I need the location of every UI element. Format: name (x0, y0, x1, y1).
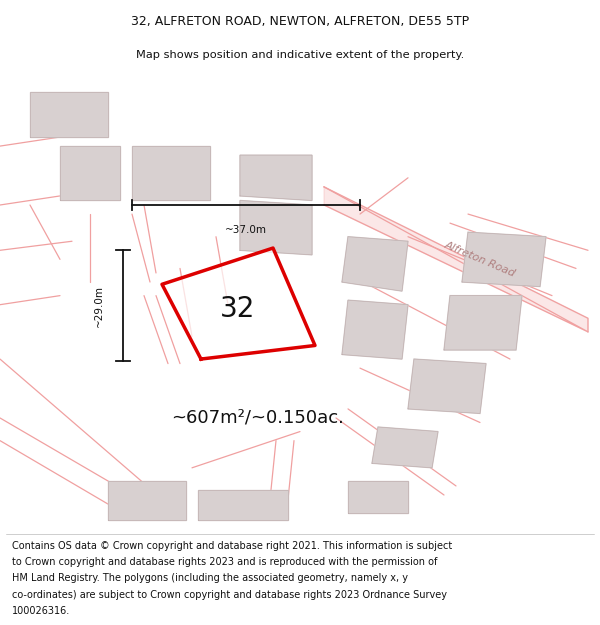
Text: Alfreton Road: Alfreton Road (443, 240, 517, 279)
Polygon shape (60, 146, 120, 201)
Polygon shape (348, 481, 408, 513)
Polygon shape (324, 187, 588, 332)
Text: 32: 32 (220, 295, 256, 323)
Text: 100026316.: 100026316. (12, 606, 70, 616)
Polygon shape (408, 359, 486, 414)
Polygon shape (198, 491, 288, 520)
Text: co-ordinates) are subject to Crown copyright and database rights 2023 Ordnance S: co-ordinates) are subject to Crown copyr… (12, 590, 447, 600)
Polygon shape (462, 232, 546, 286)
Text: Contains OS data © Crown copyright and database right 2021. This information is : Contains OS data © Crown copyright and d… (12, 541, 452, 551)
Polygon shape (108, 481, 186, 520)
Text: to Crown copyright and database rights 2023 and is reproduced with the permissio: to Crown copyright and database rights 2… (12, 557, 437, 567)
Polygon shape (162, 248, 315, 359)
Polygon shape (342, 237, 408, 291)
Text: ~37.0m: ~37.0m (225, 225, 267, 235)
Polygon shape (132, 146, 210, 201)
Polygon shape (342, 300, 408, 359)
Text: Map shows position and indicative extent of the property.: Map shows position and indicative extent… (136, 49, 464, 59)
Text: ~607m²/~0.150ac.: ~607m²/~0.150ac. (172, 409, 344, 427)
Polygon shape (444, 296, 522, 350)
Polygon shape (240, 155, 312, 201)
Text: 32, ALFRETON ROAD, NEWTON, ALFRETON, DE55 5TP: 32, ALFRETON ROAD, NEWTON, ALFRETON, DE5… (131, 16, 469, 28)
Text: ~29.0m: ~29.0m (94, 285, 104, 327)
Polygon shape (372, 427, 438, 468)
Polygon shape (240, 201, 312, 255)
Polygon shape (30, 92, 108, 137)
Text: HM Land Registry. The polygons (including the associated geometry, namely x, y: HM Land Registry. The polygons (includin… (12, 574, 408, 584)
